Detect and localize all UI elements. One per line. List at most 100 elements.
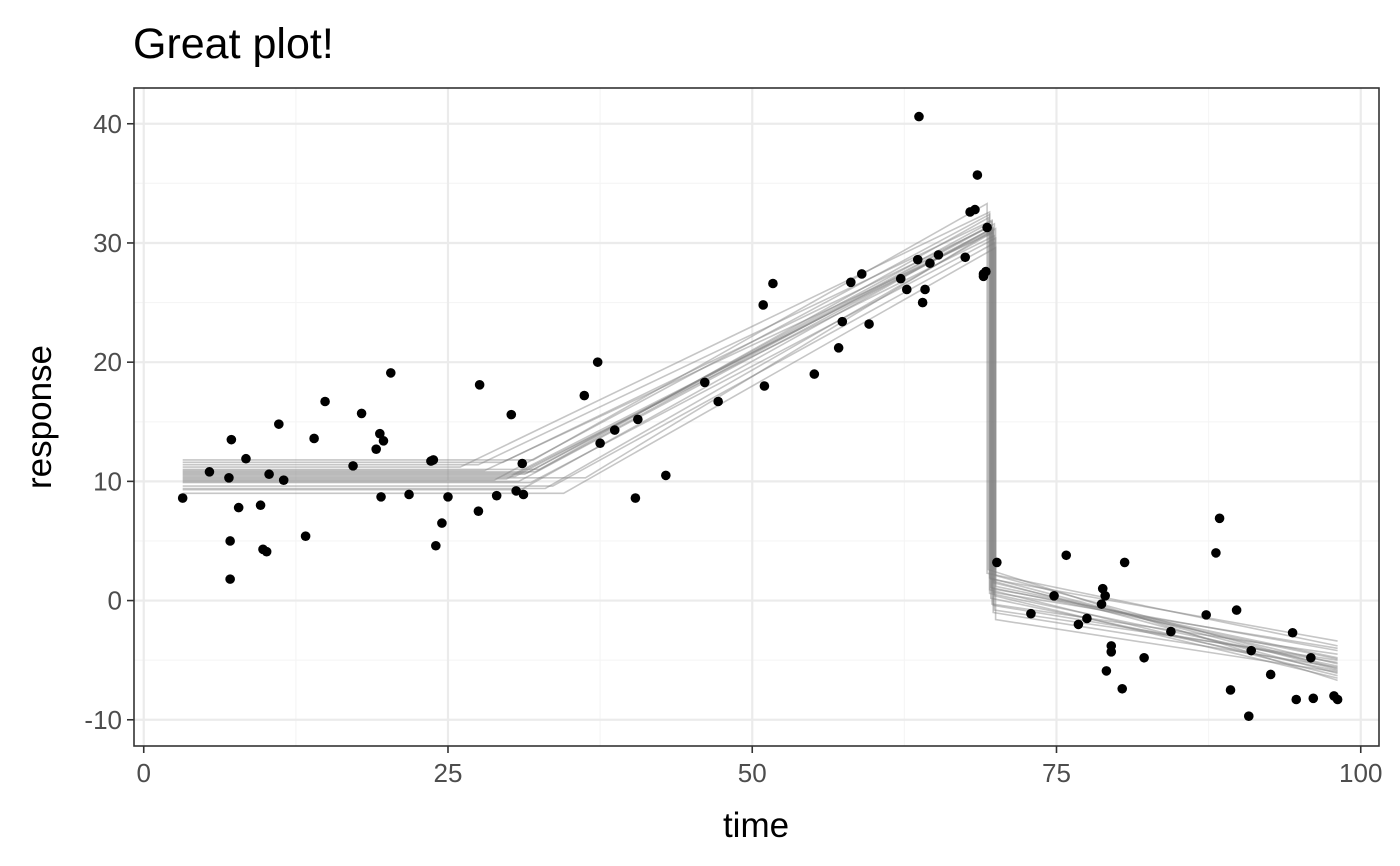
data-point xyxy=(982,222,992,233)
data-point xyxy=(1082,613,1092,624)
chart-title: Great plot! xyxy=(133,20,334,68)
data-point xyxy=(1061,550,1072,561)
data-point xyxy=(431,540,441,551)
y-tick-label: 0 xyxy=(108,586,122,616)
data-point xyxy=(518,489,529,500)
y-tick-label: 10 xyxy=(93,466,122,496)
fit-line xyxy=(182,219,1338,650)
data-point xyxy=(1265,669,1276,680)
data-point xyxy=(902,284,912,295)
y-tick-label: 40 xyxy=(93,109,122,139)
data-point xyxy=(511,486,521,496)
data-point xyxy=(595,438,605,449)
x-tick-label: 75 xyxy=(1042,758,1071,788)
data-point xyxy=(758,300,768,310)
data-point xyxy=(506,409,517,420)
data-point xyxy=(278,475,289,485)
data-point xyxy=(856,269,867,279)
data-point xyxy=(713,396,723,407)
data-point xyxy=(579,390,590,401)
data-point xyxy=(1231,605,1242,615)
data-point xyxy=(759,381,770,391)
data-point xyxy=(274,419,284,429)
data-point xyxy=(225,574,235,584)
data-points xyxy=(177,111,1343,721)
data-point xyxy=(1214,513,1225,524)
data-point xyxy=(376,492,386,502)
y-axis-title: response xyxy=(20,345,59,489)
data-point xyxy=(920,284,930,295)
data-point xyxy=(1106,641,1117,651)
data-point xyxy=(233,502,244,513)
data-point xyxy=(970,204,980,215)
data-point xyxy=(204,467,215,477)
data-point xyxy=(925,258,935,269)
data-point xyxy=(1117,683,1128,694)
data-point xyxy=(1287,627,1298,638)
data-point xyxy=(917,297,928,308)
data-point xyxy=(846,277,856,288)
data-point xyxy=(768,278,778,289)
data-point xyxy=(912,254,923,265)
data-point xyxy=(633,414,643,425)
data-point xyxy=(809,369,820,379)
data-point xyxy=(491,490,502,501)
data-point xyxy=(356,408,367,419)
data-point xyxy=(1243,711,1254,721)
data-point xyxy=(385,368,396,378)
data-point xyxy=(630,493,641,503)
data-point xyxy=(1026,608,1036,619)
data-point xyxy=(699,377,710,388)
data-point xyxy=(1332,694,1343,705)
fit-line xyxy=(182,213,1338,677)
data-point xyxy=(981,266,991,277)
data-point xyxy=(864,319,874,329)
data-point xyxy=(1119,557,1130,568)
y-tick-label: -10 xyxy=(84,705,122,735)
data-point xyxy=(177,493,188,503)
fit-line xyxy=(182,232,1338,672)
data-point xyxy=(1291,694,1302,705)
panel-border xyxy=(133,87,1380,747)
axis-ticks: 0 25 50 75 100 -10 0 10 20 30 40 xyxy=(84,109,1382,788)
data-point xyxy=(661,470,671,481)
data-point xyxy=(371,444,381,454)
data-point xyxy=(348,461,358,471)
x-tick-label: 50 xyxy=(738,758,767,788)
fit-line xyxy=(182,226,1338,664)
data-point xyxy=(1166,626,1176,637)
x-tick-label: 0 xyxy=(137,758,151,788)
fit-line xyxy=(182,227,1338,670)
fit-line xyxy=(182,230,1338,669)
data-point xyxy=(1100,591,1110,601)
data-point xyxy=(225,536,235,546)
data-point xyxy=(972,170,983,180)
fit-line xyxy=(182,210,1338,667)
data-point xyxy=(1246,645,1257,656)
data-point xyxy=(960,252,971,263)
data-point xyxy=(241,453,251,464)
data-point xyxy=(300,531,311,542)
data-point xyxy=(592,357,603,367)
data-point xyxy=(609,425,620,435)
fit-line xyxy=(182,246,1338,673)
data-point xyxy=(1101,666,1112,676)
data-point xyxy=(375,428,385,439)
fit-line xyxy=(182,220,1338,655)
data-point xyxy=(517,458,528,469)
data-point xyxy=(1049,591,1059,601)
x-tick-label: 100 xyxy=(1339,758,1382,788)
fit-line xyxy=(182,227,1338,665)
fit-line xyxy=(182,236,1338,659)
data-point xyxy=(914,111,924,122)
data-point xyxy=(309,433,319,444)
grid-layer xyxy=(134,88,1379,746)
data-point xyxy=(264,469,274,480)
data-point xyxy=(1139,652,1149,663)
data-point xyxy=(1201,610,1211,620)
data-point xyxy=(226,434,237,445)
y-tick-label: 30 xyxy=(93,228,122,258)
data-point xyxy=(428,455,439,465)
